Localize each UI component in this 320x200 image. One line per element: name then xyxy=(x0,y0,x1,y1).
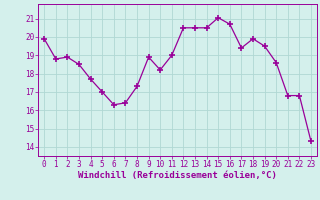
X-axis label: Windchill (Refroidissement éolien,°C): Windchill (Refroidissement éolien,°C) xyxy=(78,171,277,180)
